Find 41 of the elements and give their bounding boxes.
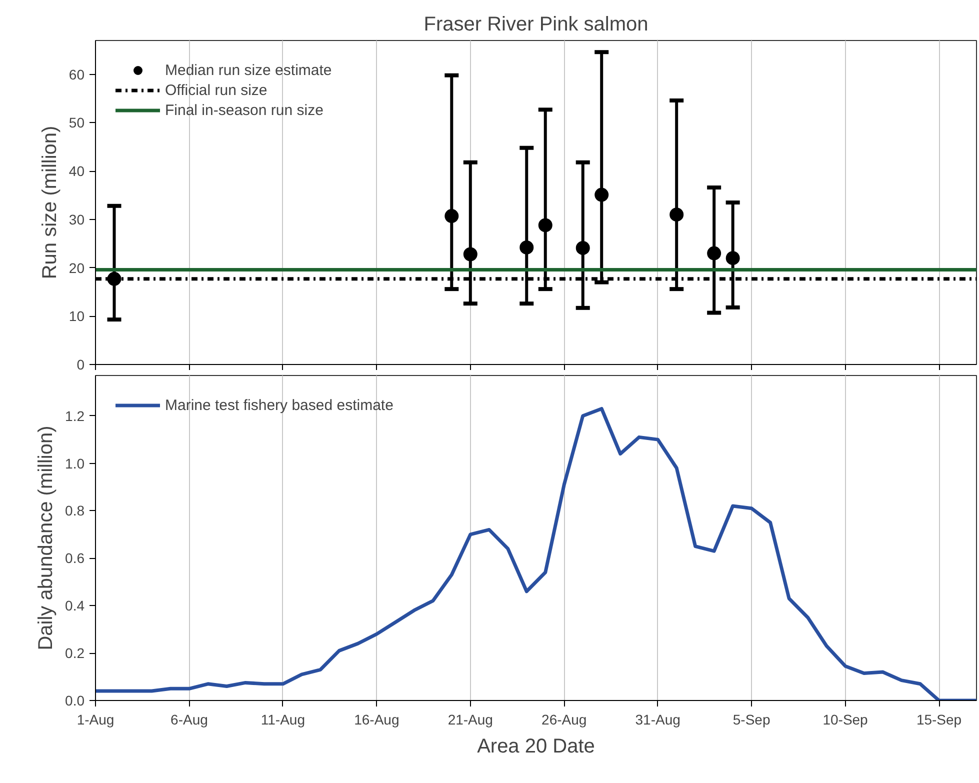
y-tick-label: 50 xyxy=(68,114,85,131)
y-tick-label: 0.0 xyxy=(65,692,85,708)
y-tick-label: 0.4 xyxy=(65,598,85,614)
point xyxy=(670,208,684,222)
legend-label: Median run size estimate xyxy=(165,62,332,78)
y-tick-label: 0 xyxy=(76,356,85,372)
x-tick-label: 6-Aug xyxy=(170,712,208,728)
point xyxy=(444,209,459,224)
y-tick-label: 20 xyxy=(68,260,85,276)
x-tick-label: 11-Aug xyxy=(260,712,306,728)
point xyxy=(538,218,552,232)
x-tick-label: 15-Sep xyxy=(916,712,962,728)
x-tick-label: 5-Sep xyxy=(732,712,770,728)
y-axis-title: Daily abundance (million) xyxy=(35,426,58,650)
x-axis-title: Area 20 Date xyxy=(477,736,595,758)
y-tick-label: 0.2 xyxy=(65,645,85,662)
legend-label: Final in-season run size xyxy=(165,102,324,118)
y-tick-label: 10 xyxy=(68,308,85,324)
y-tick-label: 30 xyxy=(68,211,85,228)
x-tick-label: 16-Aug xyxy=(354,712,400,728)
y-tick-label: 1.2 xyxy=(65,408,85,424)
chart-title: Fraser River Pink salmon xyxy=(424,14,648,36)
y-tick-label: 1.0 xyxy=(65,455,85,472)
point xyxy=(726,251,740,266)
y-tick-label: 0.8 xyxy=(65,502,85,519)
y-tick-label: 0.6 xyxy=(65,550,85,566)
x-tick-label: 10-Sep xyxy=(822,712,868,728)
point xyxy=(463,247,478,262)
y-tick-label: 40 xyxy=(68,163,85,180)
x-tick-label: 31-Aug xyxy=(635,712,680,728)
point xyxy=(576,240,590,255)
x-tick-label: 26-Aug xyxy=(542,712,587,728)
x-tick-label: 21-Aug xyxy=(448,712,493,728)
y-axis-title: Run size (million) xyxy=(38,126,61,280)
legend-label: Marine test fishery based estimate xyxy=(165,396,394,414)
x-tick-label: 1-Aug xyxy=(76,712,114,728)
point xyxy=(520,240,534,254)
legend-label: Official run size xyxy=(165,82,268,98)
y-tick-label: 60 xyxy=(68,66,85,82)
point xyxy=(594,188,609,202)
point xyxy=(707,246,722,260)
